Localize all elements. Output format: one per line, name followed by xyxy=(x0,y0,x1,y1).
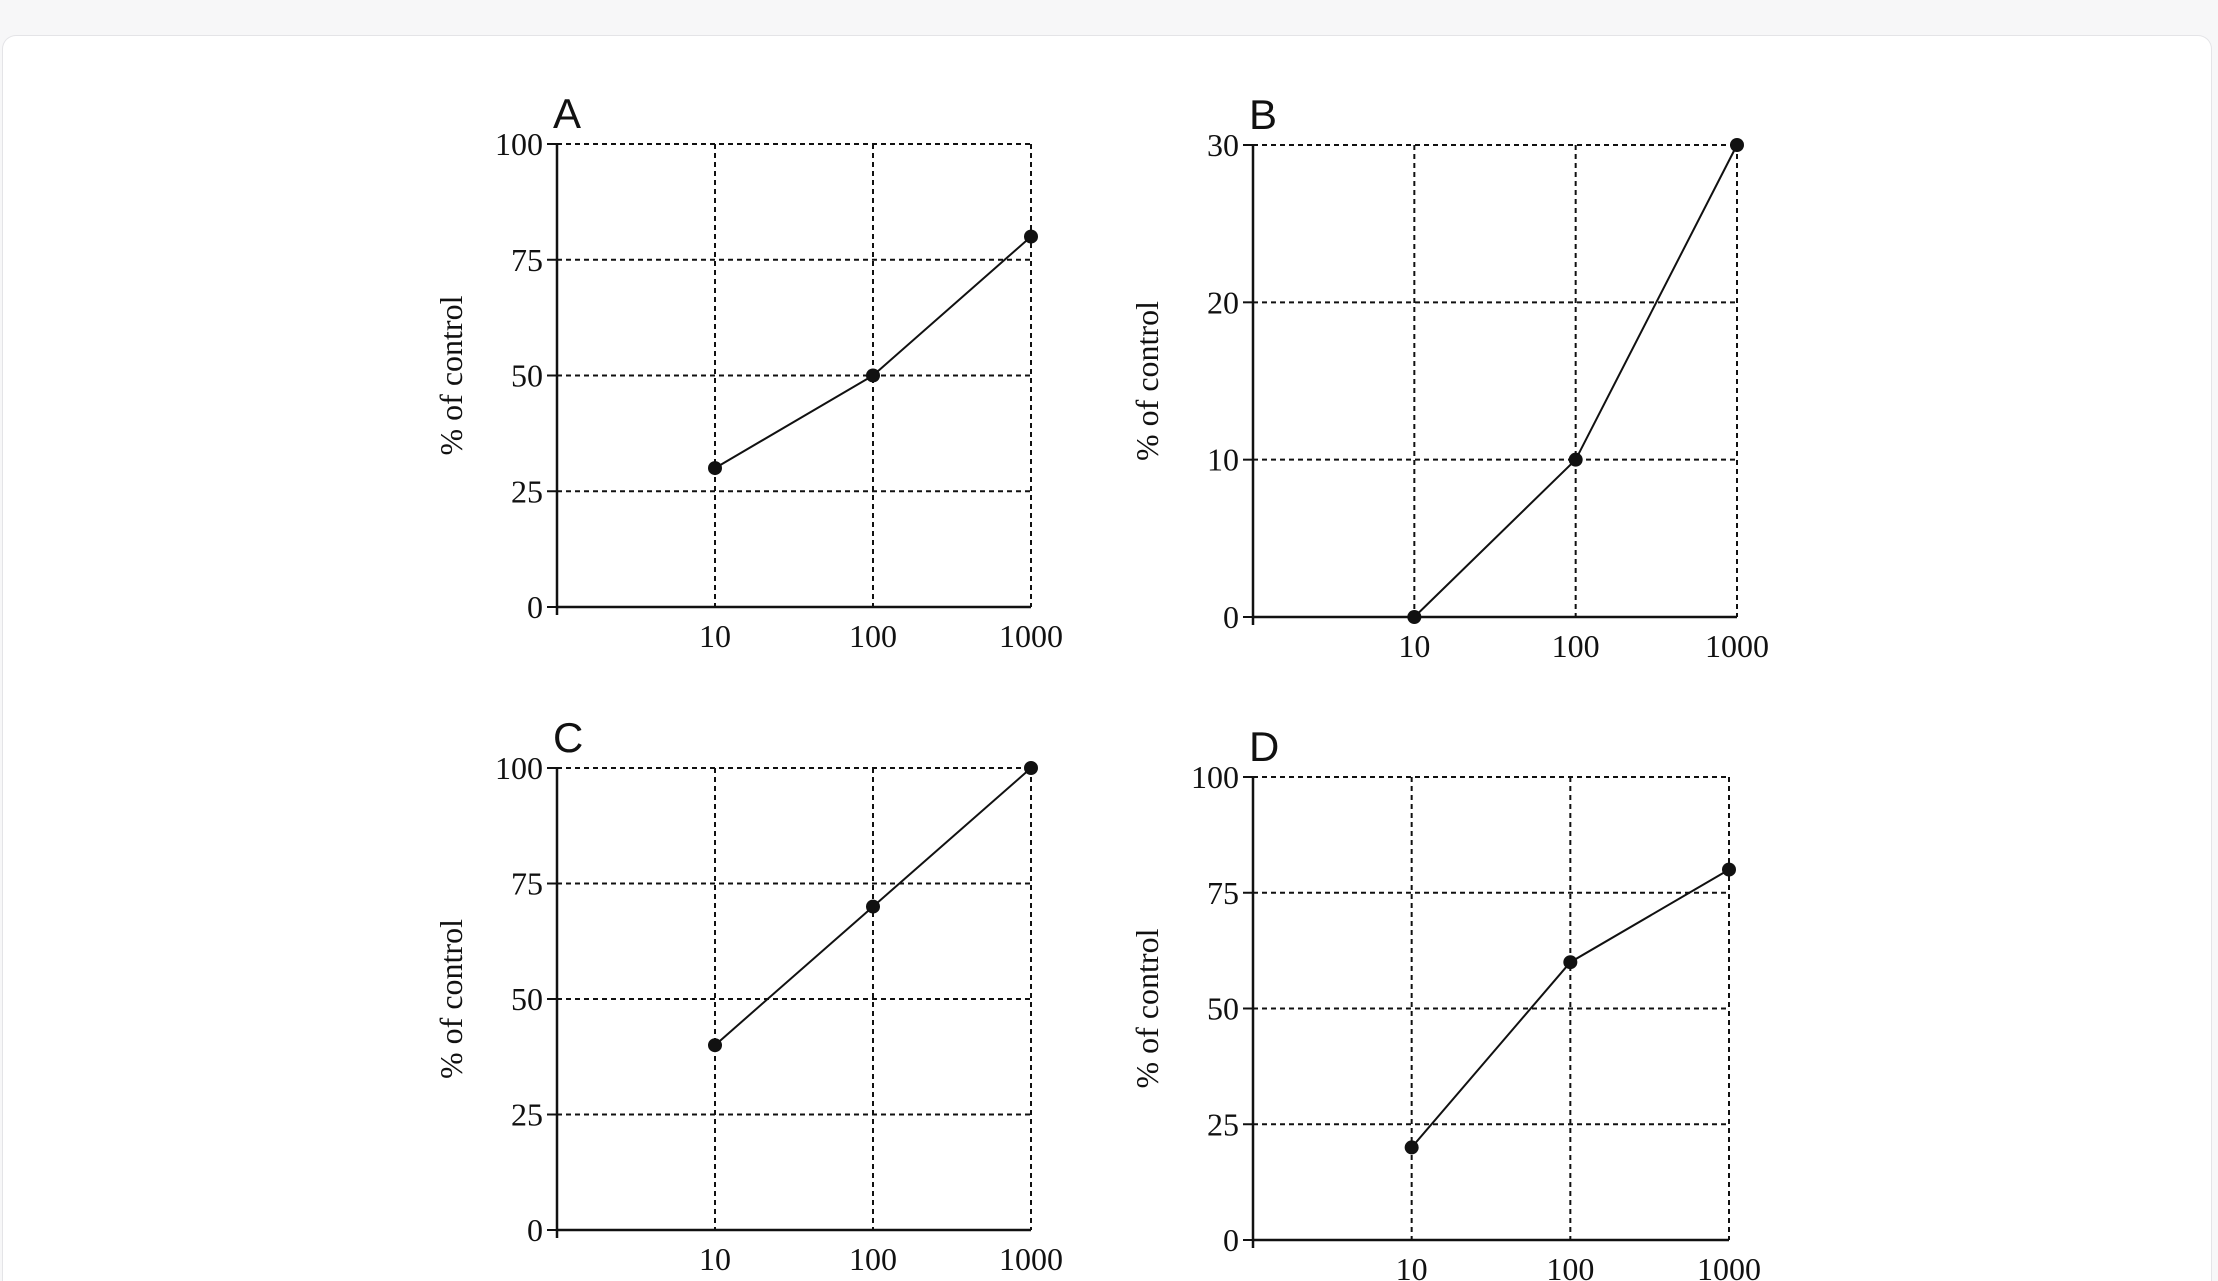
y-tick-label: 50 xyxy=(1207,991,1239,1027)
data-point xyxy=(1024,761,1038,775)
x-tick-label: 100 xyxy=(849,1241,897,1277)
y-tick-label: 75 xyxy=(511,242,543,278)
chart-panel-c: 0 25 50 75 100 10 100 1000 % of control C xyxy=(433,714,1063,1277)
data-point xyxy=(1722,862,1736,877)
y-axis-label: % of control xyxy=(1129,301,1165,461)
data-point xyxy=(866,368,880,383)
data-point xyxy=(1024,229,1038,244)
y-axis-label: % of control xyxy=(433,919,469,1079)
data-point xyxy=(866,899,880,914)
y-tick-label: 30 xyxy=(1207,127,1239,163)
chart-panel-a: 0 25 50 75 100 10 100 1000 % of control A xyxy=(433,90,1063,654)
x-tick-label: 1000 xyxy=(999,1241,1063,1277)
figure-card xyxy=(2,35,2212,1281)
y-tick-label: 0 xyxy=(527,1212,543,1248)
y-tick-label: 25 xyxy=(511,473,543,509)
y-tick-label: 0 xyxy=(1223,1222,1239,1258)
y-tick-label: 0 xyxy=(527,589,543,625)
x-tick-label: 1000 xyxy=(999,618,1063,654)
x-tick-label: 10 xyxy=(699,618,731,654)
y-tick-label: 50 xyxy=(511,981,543,1017)
y-tick-label: 25 xyxy=(1207,1106,1239,1142)
y-tick-label: 20 xyxy=(1207,284,1239,320)
data-point xyxy=(1730,138,1744,152)
data-point xyxy=(1404,1140,1419,1155)
y-tick-label: 50 xyxy=(511,358,543,394)
y-tick-label: 0 xyxy=(1223,599,1239,635)
x-tick-label: 100 xyxy=(1552,628,1600,664)
y-tick-label: 10 xyxy=(1207,442,1239,478)
data-point xyxy=(708,1038,722,1053)
data-point xyxy=(708,461,722,476)
y-axis-label: % of control xyxy=(1129,928,1165,1088)
x-tick-label: 1000 xyxy=(1705,628,1769,664)
x-tick-label: 100 xyxy=(849,618,897,654)
chart-panel-d: 0 25 50 75 100 10 100 1000 % of control D xyxy=(1129,723,1761,1281)
panel-letter: A xyxy=(553,90,581,137)
y-tick-label: 100 xyxy=(495,750,543,786)
x-tick-label: 1000 xyxy=(1697,1251,1761,1281)
panel-letter: B xyxy=(1249,91,1277,138)
y-tick-label: 75 xyxy=(1207,875,1239,911)
y-tick-label: 75 xyxy=(511,866,543,902)
y-tick-label: 100 xyxy=(495,126,543,162)
x-tick-label: 10 xyxy=(1396,1251,1428,1281)
data-point xyxy=(1407,610,1422,624)
x-tick-label: 10 xyxy=(1398,628,1430,664)
x-tick-label: 10 xyxy=(699,1241,731,1277)
y-tick-label: 25 xyxy=(511,1097,543,1133)
panel-letter: C xyxy=(553,714,583,761)
data-point xyxy=(1563,955,1578,970)
panel-letter: D xyxy=(1249,723,1279,770)
y-axis-label: % of control xyxy=(433,295,469,455)
chart-panel-b: 0 10 20 30 10 100 1000 % of control B xyxy=(1129,91,1769,664)
x-tick-label: 100 xyxy=(1546,1251,1594,1281)
data-point xyxy=(1568,452,1583,467)
y-tick-label: 100 xyxy=(1191,759,1239,795)
